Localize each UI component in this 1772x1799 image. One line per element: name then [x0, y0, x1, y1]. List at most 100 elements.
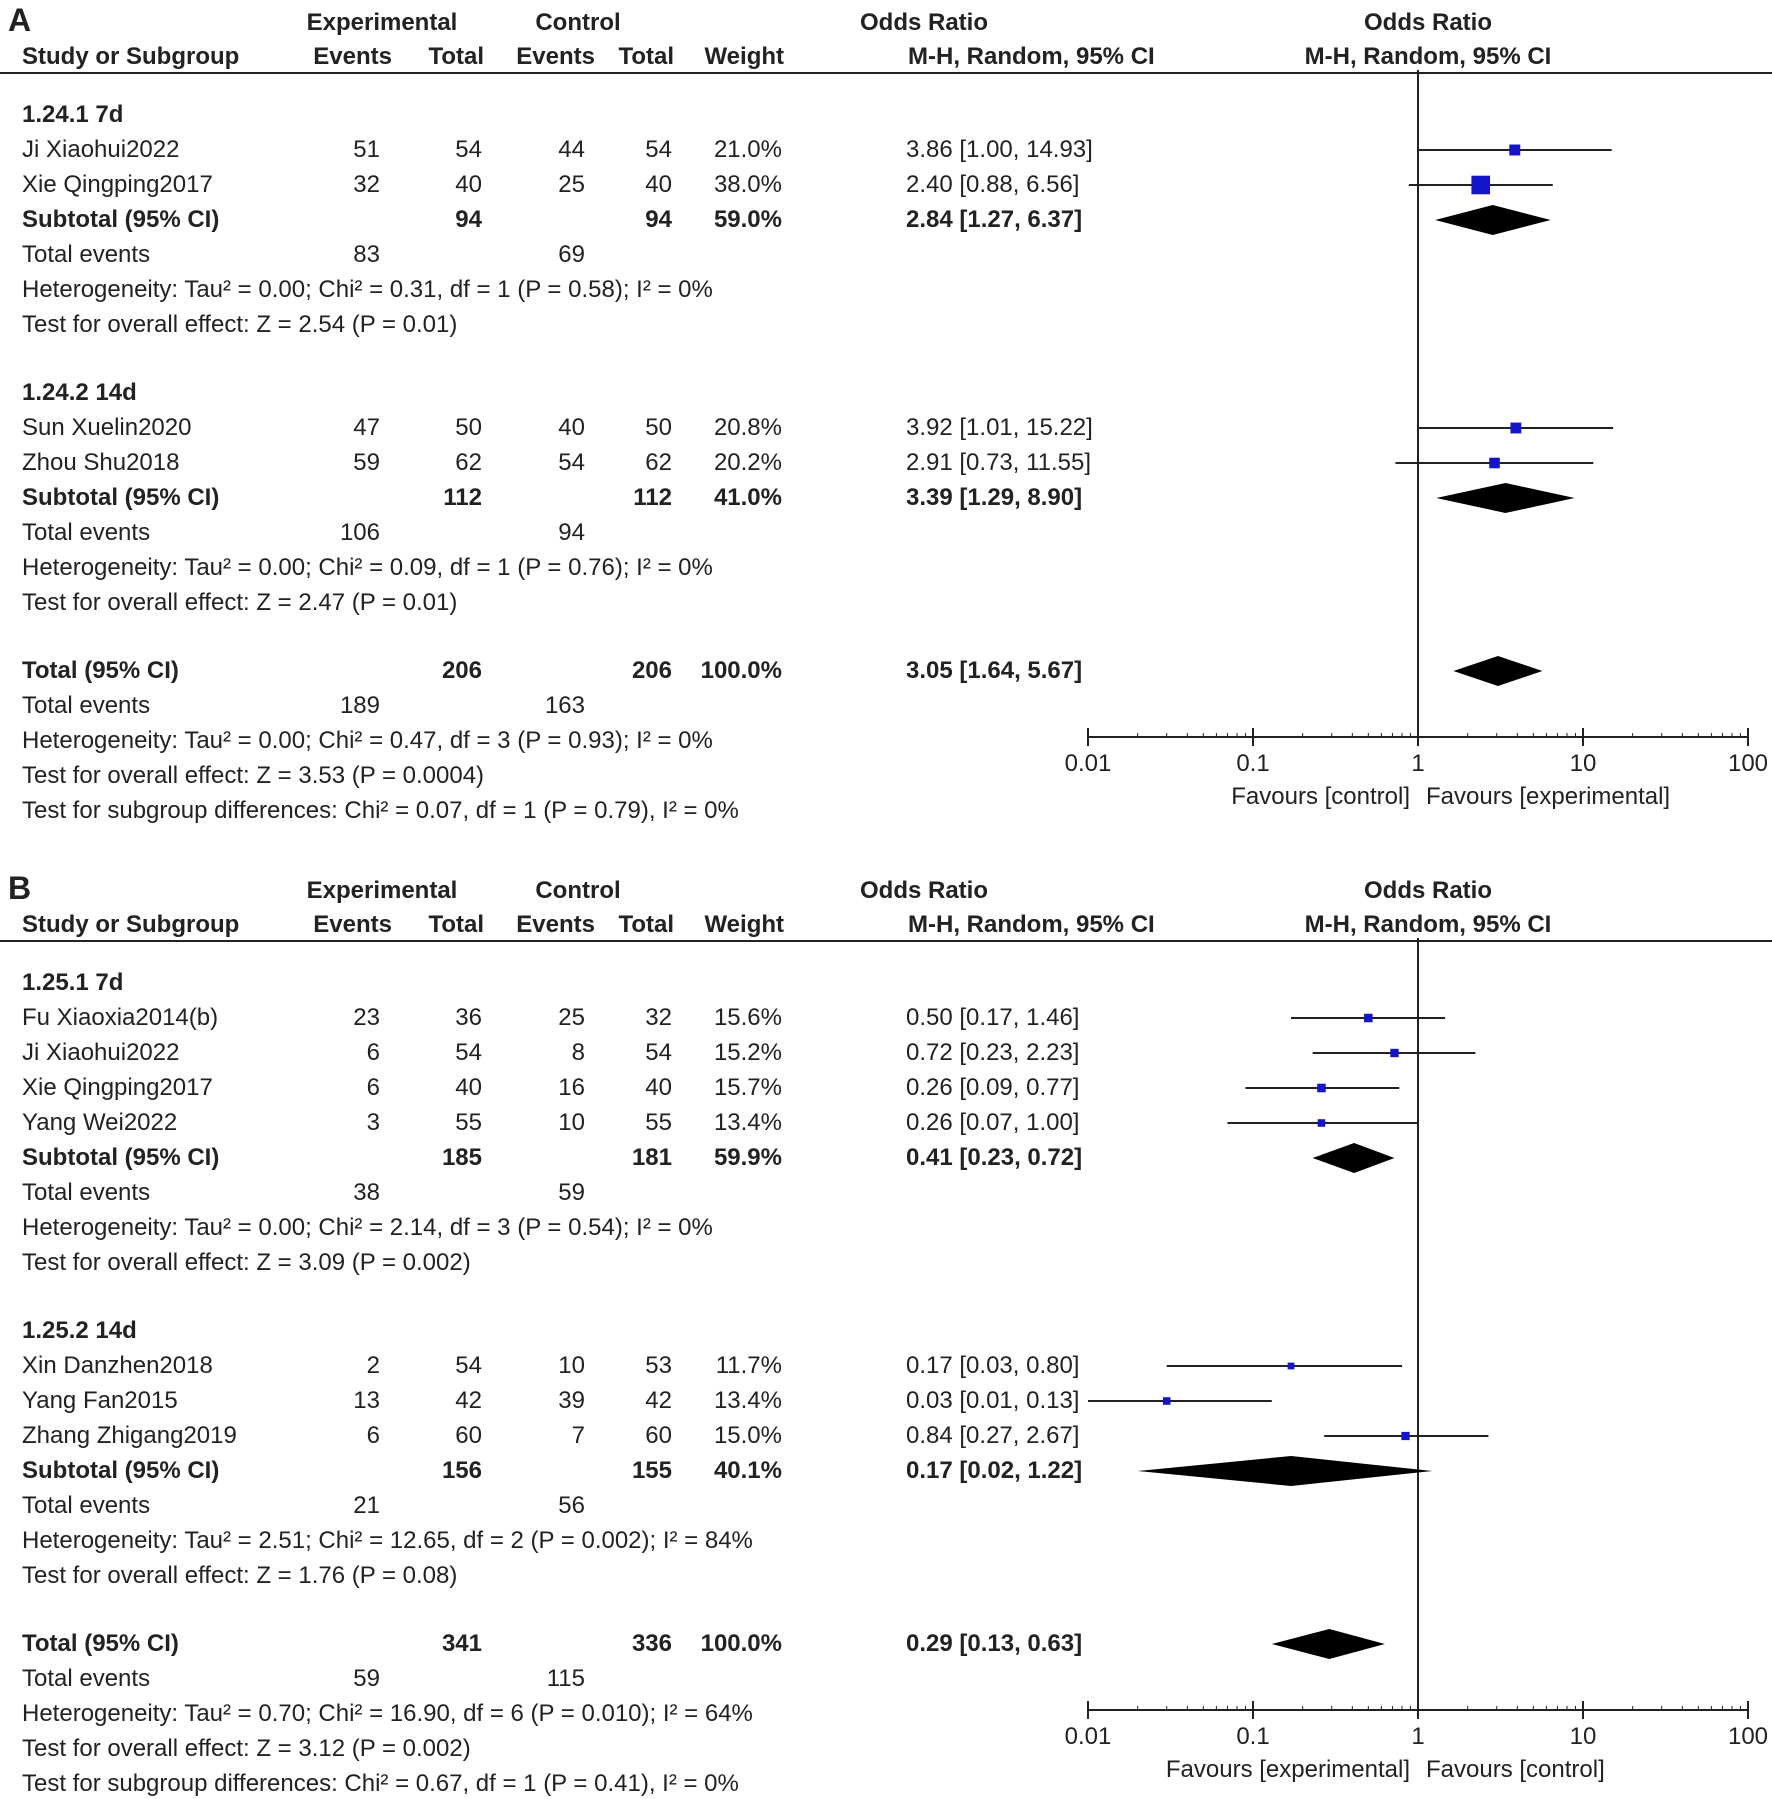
total-events-label: Total events [22, 1665, 151, 1692]
exp-total-cell: 36 [455, 1004, 482, 1031]
x-axis-tick-label: 10 [1569, 750, 1597, 777]
odds-ratio-ci-cell: 0.84 [0.27, 2.67] [906, 1422, 1080, 1449]
ctrl-total-cell: 62 [645, 449, 672, 476]
study-marker [1390, 1048, 1399, 1058]
ctrl-total-cell: 60 [645, 1422, 672, 1449]
study-name: Xin Danzhen2018 [22, 1352, 213, 1379]
exp-events-cell: 83 [353, 241, 380, 268]
exp-total-header: Total [428, 43, 484, 70]
odds-ratio-header: Odds Ratio [859, 877, 988, 904]
exp-total-cell: 156 [441, 1457, 482, 1484]
weight-header: Weight [704, 43, 784, 70]
odds-ratio-ci-cell: 0.41 [0.23, 0.72] [906, 1144, 1083, 1171]
weight-cell: 20.8% [713, 414, 782, 441]
statistics-text: Test for overall effect: Z = 2.47 (P = 0… [22, 589, 458, 616]
exp-events-cell: 6 [366, 1074, 380, 1101]
study-name: Zhang Zhigang2019 [22, 1422, 237, 1449]
forest-plot [1087, 938, 1749, 1719]
ctrl-events-cell: 54 [558, 449, 585, 476]
plot-method-header: M-H, Random, 95% CI [1304, 911, 1552, 938]
subgroup-heading: 1.24.1 7d [22, 101, 124, 128]
subtotal-label: Subtotal (95% CI) [22, 1457, 220, 1484]
ctrl-events-cell: 115 [546, 1665, 585, 1692]
ctrl-events-cell: 10 [558, 1109, 585, 1136]
study-marker [1509, 144, 1521, 156]
ctrl-total-cell: 42 [645, 1387, 672, 1414]
odds-ratio-ci-cell: 3.86 [1.00, 14.93] [906, 136, 1093, 163]
exp-events-header: Events [313, 43, 392, 70]
study-name: Xie Qingping2017 [22, 1074, 213, 1101]
statistics-text: Heterogeneity: Tau² = 0.00; Chi² = 0.47,… [22, 727, 713, 754]
odds-ratio-ci-cell: 0.26 [0.07, 1.00] [906, 1109, 1080, 1136]
exp-events-cell: 59 [353, 449, 380, 476]
weight-cell: 41.0% [713, 484, 782, 511]
exp-total-header: Total [428, 911, 484, 938]
statistics-text: Heterogeneity: Tau² = 0.00; Chi² = 0.09,… [22, 554, 713, 581]
exp-events-cell: 21 [353, 1492, 380, 1519]
exp-events-cell: 6 [366, 1422, 380, 1449]
weight-cell: 15.7% [713, 1074, 782, 1101]
header-rule [0, 940, 1772, 942]
study-marker [1510, 422, 1522, 434]
x-axis-tick-label: 100 [1727, 1723, 1769, 1750]
study-column-header: Study or Subgroup [22, 43, 240, 70]
x-axis-tick-label: 1 [1411, 750, 1425, 777]
odds-ratio-ci-cell: 0.03 [0.01, 0.13] [906, 1387, 1080, 1414]
exp-events-cell: 106 [339, 519, 380, 546]
pooled-diamond [1312, 1143, 1395, 1173]
plot-title: Odds Ratio [1363, 9, 1492, 36]
odds-ratio-ci-cell: 3.39 [1.29, 8.90] [906, 484, 1083, 511]
study-marker [1162, 1397, 1171, 1405]
statistics-text: Test for overall effect: Z = 3.53 (P = 0… [22, 762, 485, 789]
exp-total-cell: 94 [455, 206, 482, 233]
forest-plot-panel-b: B Experimental Control Odds Ratio Odds Ratio… [0, 868, 1772, 1797]
panel-label: B [8, 870, 32, 906]
ctrl-total-cell: 54 [645, 136, 672, 163]
ctrl-events-cell: 69 [558, 241, 585, 268]
exp-total-cell: 341 [441, 1630, 482, 1657]
study-name: Ji Xiaohui2022 [22, 1039, 180, 1066]
study-marker [1317, 1119, 1326, 1127]
x-axis-tick-label: 0.1 [1236, 750, 1270, 777]
ctrl-events-cell: 7 [571, 1422, 585, 1449]
ctrl-events-header: Events [516, 43, 595, 70]
exp-total-cell: 54 [455, 1352, 482, 1379]
ctrl-total-header: Total [618, 43, 674, 70]
ctrl-total-cell: 336 [631, 1630, 672, 1657]
forest-plot [1087, 70, 1749, 746]
x-axis-tick-label: 0.01 [1064, 750, 1112, 777]
plot-method-header: M-H, Random, 95% CI [1304, 43, 1552, 70]
x-axis-tick-label: 0.1 [1236, 1723, 1270, 1750]
total-events-label: Total events [22, 692, 151, 719]
total-label: Total (95% CI) [22, 657, 179, 684]
ctrl-total-cell: 40 [645, 1074, 672, 1101]
total-events-label: Total events [22, 1179, 151, 1206]
ctrl-events-cell: 59 [558, 1179, 585, 1206]
exp-events-cell: 3 [366, 1109, 380, 1136]
study-name: Sun Xuelin2020 [22, 414, 192, 441]
weight-cell: 20.2% [713, 449, 782, 476]
subtotal-label: Subtotal (95% CI) [22, 206, 220, 233]
x-axis-tick-label: 1 [1411, 1723, 1425, 1750]
pooled-diamond [1436, 483, 1575, 513]
ctrl-total-cell: 181 [631, 1144, 672, 1171]
exp-total-cell: 112 [443, 484, 482, 511]
header-rule [0, 72, 1772, 74]
exp-events-cell: 13 [353, 1387, 380, 1414]
exp-total-cell: 50 [455, 414, 482, 441]
weight-cell: 59.9% [713, 1144, 782, 1171]
weight-cell: 21.0% [713, 136, 782, 163]
weight-header: Weight [704, 911, 784, 938]
odds-ratio-ci-cell: 0.26 [0.09, 0.77] [906, 1074, 1080, 1101]
pooled-diamond [1137, 1456, 1433, 1486]
statistics-text: Test for subgroup differences: Chi² = 0.… [22, 797, 739, 824]
forest-plot-panel-a: A Experimental Control Odds Ratio Odds Ratio… [0, 0, 1772, 868]
ctrl-total-cell: 112 [633, 484, 672, 511]
statistics-text: Test for overall effect: Z = 2.54 (P = 0… [22, 311, 458, 338]
statistics-text: Test for overall effect: Z = 3.12 (P = 0… [22, 1735, 471, 1762]
subgroup-heading: 1.25.2 14d [22, 1317, 137, 1344]
exp-events-cell: 47 [353, 414, 380, 441]
weight-cell: 38.0% [713, 171, 782, 198]
pooled-diamond [1435, 205, 1551, 235]
exp-total-cell: 40 [455, 171, 482, 198]
